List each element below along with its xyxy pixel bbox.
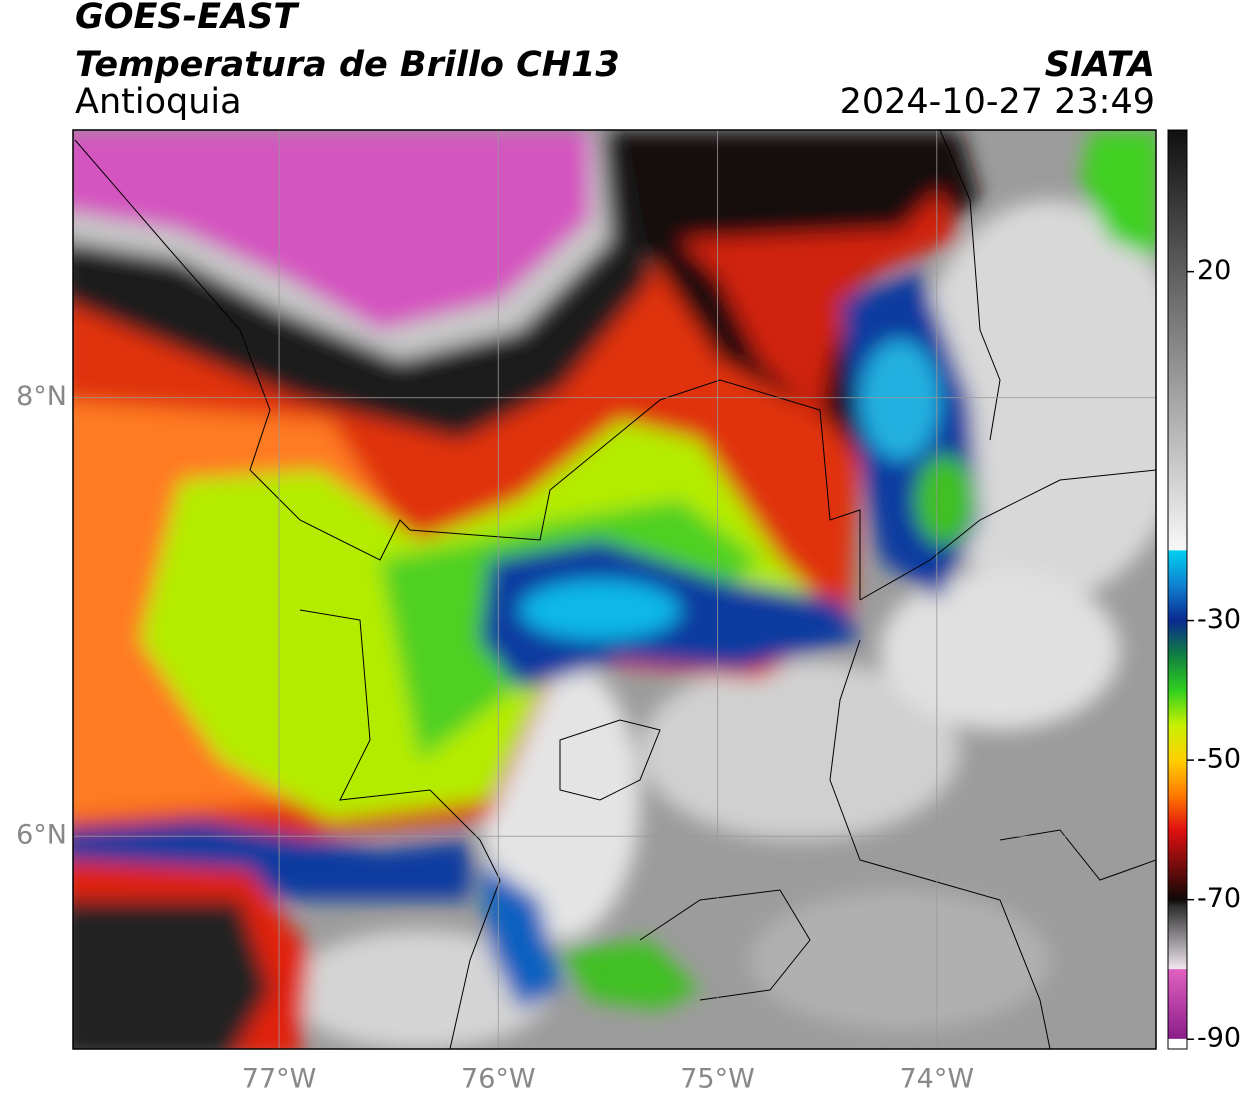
satellite-image	[73, 130, 1156, 1049]
colorbar-tick-label: -30	[1197, 604, 1241, 635]
cold-top	[480, 860, 560, 1010]
x-tick-label: 77°W	[242, 1064, 317, 1095]
cold-top	[73, 900, 270, 1049]
x-tick-label: 74°W	[899, 1064, 974, 1095]
borders	[74, 130, 1156, 1049]
cloud	[290, 930, 550, 1049]
cloud	[880, 570, 1120, 730]
border	[999, 829, 1156, 881]
cloud	[750, 890, 1050, 1030]
cold-top	[915, 455, 975, 545]
y-tick-label: 8°N	[16, 381, 67, 412]
colorbar-tick-label: -50	[1197, 744, 1241, 775]
x-tick-label: 76°W	[461, 1064, 536, 1095]
cold-top	[680, 190, 960, 420]
border	[559, 719, 661, 801]
source: SIATA	[1045, 45, 1155, 85]
cold-top	[1080, 130, 1156, 259]
cold-top	[73, 130, 590, 330]
cold-top	[520, 580, 680, 640]
region: Antioquia	[75, 82, 242, 122]
subtitle: Temperatura de Brillo CH13	[75, 45, 620, 85]
colorbar-tick-label: -90	[1197, 1023, 1241, 1054]
colorbar-tick-label: 20	[1197, 255, 1231, 286]
border	[939, 130, 1001, 441]
colorbar	[1167, 129, 1188, 1050]
title: GOES-EAST	[75, 0, 300, 37]
cloud	[640, 660, 960, 840]
timestamp: 2024-10-27 23:49	[840, 82, 1155, 122]
x-tick-label: 75°W	[680, 1064, 755, 1095]
cold-top	[560, 940, 700, 1010]
map-frame	[72, 129, 1157, 1050]
border	[859, 469, 1156, 601]
cold-top	[860, 340, 940, 460]
border	[639, 889, 811, 1001]
border	[74, 139, 861, 600]
border	[299, 609, 501, 1049]
colorbar-tick-label: -70	[1197, 883, 1241, 914]
y-tick-label: 6°N	[16, 820, 67, 851]
border	[829, 639, 1051, 1049]
